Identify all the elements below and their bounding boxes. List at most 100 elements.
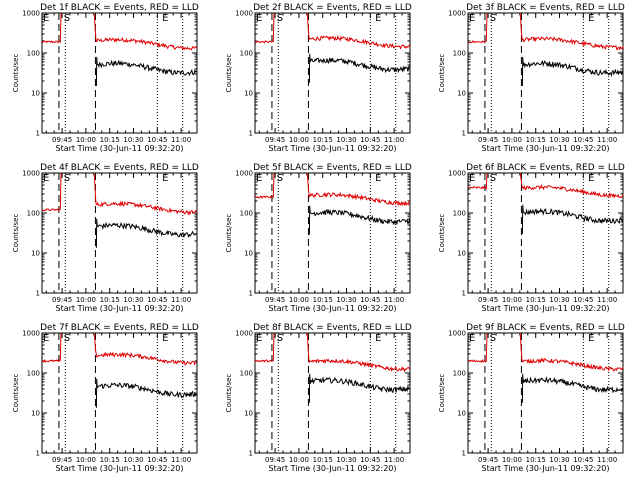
- event-marker-e: E: [588, 173, 594, 184]
- x-tick-label: 11:00: [171, 296, 191, 304]
- x-tick-label: 10:45: [360, 136, 380, 144]
- series-events-black: [521, 373, 623, 403]
- x-tick-label: 10:45: [360, 296, 380, 304]
- x-tick-label: 10:00: [76, 296, 96, 304]
- x-tick-label: 09:45: [265, 456, 285, 464]
- event-marker-s: S: [64, 13, 70, 24]
- panel-title: Det 6f BLACK = Events, RED = LLD: [466, 163, 625, 173]
- x-tick-label: 10:15: [313, 296, 333, 304]
- plot-frame: [467, 172, 624, 294]
- x-tick-label: 10:45: [573, 456, 593, 464]
- event-marker-s: S: [277, 173, 283, 184]
- panel-det-6: Det 6f BLACK = Events, RED = LLD 1 10 100 10…: [438, 163, 625, 313]
- y-tick-label: 100: [27, 50, 40, 58]
- x-tick-label: 10:15: [526, 136, 546, 144]
- y-tick-label: 1: [462, 290, 466, 298]
- plot-frame: [254, 332, 411, 454]
- panel-det-2: Det 2f BLACK = Events, RED = LLD 1 10 100 10…: [225, 3, 412, 153]
- y-tick-label: 1: [249, 290, 253, 298]
- x-tick-label: 10:15: [313, 456, 333, 464]
- x-tick-label: 10:15: [100, 136, 120, 144]
- x-tick-label: 11:00: [597, 136, 617, 144]
- panel-det-4: Det 4f BLACK = Events, RED = LLD 1 10 100 10…: [12, 163, 199, 313]
- y-tick-label: 10: [31, 410, 40, 418]
- plot-frame: [467, 12, 624, 134]
- series-events-black: [95, 218, 197, 248]
- x-tick-label: 10:30: [549, 136, 569, 144]
- x-tick-label: 10:00: [289, 136, 309, 144]
- series-events-black: [308, 205, 410, 235]
- panel-title: Det 1f BLACK = Events, RED = LLD: [40, 3, 199, 13]
- x-tick-label: 10:00: [76, 136, 96, 144]
- event-marker-e: E: [375, 13, 381, 24]
- panel-title: Det 8f BLACK = Events, RED = LLD: [253, 323, 412, 333]
- event-marker-e: E: [162, 13, 168, 24]
- event-marker-e: E: [256, 13, 262, 24]
- series-events-black: [308, 373, 410, 403]
- y-tick-label: 1000: [235, 330, 253, 338]
- plot-frame: [41, 332, 198, 454]
- panel-title: Det 2f BLACK = Events, RED = LLD: [253, 3, 412, 13]
- y-tick-label: 100: [240, 50, 253, 58]
- x-tick-label: 09:45: [478, 456, 498, 464]
- x-tick-label: 09:45: [478, 136, 498, 144]
- y-tick-label: 1: [36, 450, 40, 458]
- event-marker-e: E: [588, 13, 594, 24]
- event-marker-e: E: [375, 333, 381, 344]
- y-tick-label: 100: [453, 50, 466, 58]
- event-marker-s: S: [490, 13, 496, 24]
- y-tick-label: 10: [457, 250, 466, 258]
- panel-det-1: Det 1f BLACK = Events, RED = LLD 1 10 100 10…: [12, 3, 199, 153]
- y-tick-label: 1: [36, 290, 40, 298]
- y-tick-label: 1000: [448, 330, 466, 338]
- y-tick-label: 100: [453, 210, 466, 218]
- x-axis-label: Start Time (30-Jun-11 09:32:20): [482, 464, 610, 473]
- x-tick-label: 10:30: [336, 136, 356, 144]
- event-marker-e: E: [469, 13, 475, 24]
- y-axis-label: Counts/sec: [438, 374, 446, 413]
- event-marker-e: E: [256, 333, 262, 344]
- x-tick-label: 11:00: [171, 456, 191, 464]
- y-axis-label: Counts/sec: [438, 214, 446, 253]
- series-lld-red: [467, 332, 624, 372]
- x-tick-label: 10:15: [100, 456, 120, 464]
- x-tick-label: 10:45: [147, 296, 167, 304]
- series-lld-red: [41, 332, 198, 366]
- series-events-black: [521, 56, 623, 87]
- plot-frame: [254, 12, 411, 134]
- y-tick-label: 1000: [235, 10, 253, 18]
- panel-det-3: Det 3f BLACK = Events, RED = LLD 1 10 100 10…: [438, 3, 625, 153]
- y-tick-label: 10: [244, 250, 253, 258]
- event-marker-e: E: [588, 333, 594, 344]
- y-axis-label: Counts/sec: [12, 54, 20, 93]
- series-lld-red: [254, 172, 411, 207]
- x-tick-label: 11:00: [597, 456, 617, 464]
- panel-det-8: Det 8f BLACK = Events, RED = LLD 1 10 100 10…: [225, 323, 412, 473]
- y-tick-label: 1000: [22, 10, 40, 18]
- y-tick-label: 100: [240, 210, 253, 218]
- y-tick-label: 1: [462, 130, 466, 138]
- y-tick-label: 1000: [235, 170, 253, 178]
- x-tick-label: 10:30: [123, 456, 143, 464]
- event-marker-e: E: [469, 333, 475, 344]
- event-marker-e: E: [469, 173, 475, 184]
- event-marker-s: S: [277, 13, 283, 24]
- y-axis-label: Counts/sec: [12, 374, 20, 413]
- y-tick-label: 1000: [448, 10, 466, 18]
- x-axis-label: Start Time (30-Jun-11 09:32:20): [269, 464, 397, 473]
- series-events-black: [95, 378, 197, 408]
- series-lld-red: [467, 12, 624, 51]
- x-tick-label: 10:30: [123, 136, 143, 144]
- x-tick-label: 11:00: [384, 136, 404, 144]
- x-tick-label: 10:45: [147, 136, 167, 144]
- x-tick-label: 10:45: [573, 136, 593, 144]
- y-tick-label: 1000: [22, 330, 40, 338]
- series-events-black: [308, 53, 410, 83]
- panel-det-5: Det 5f BLACK = Events, RED = LLD 1 10 100 10…: [225, 163, 412, 313]
- y-tick-label: 10: [31, 90, 40, 98]
- y-tick-label: 10: [31, 250, 40, 258]
- event-marker-s: S: [490, 173, 496, 184]
- x-tick-label: 10:15: [526, 296, 546, 304]
- x-tick-label: 11:00: [171, 136, 191, 144]
